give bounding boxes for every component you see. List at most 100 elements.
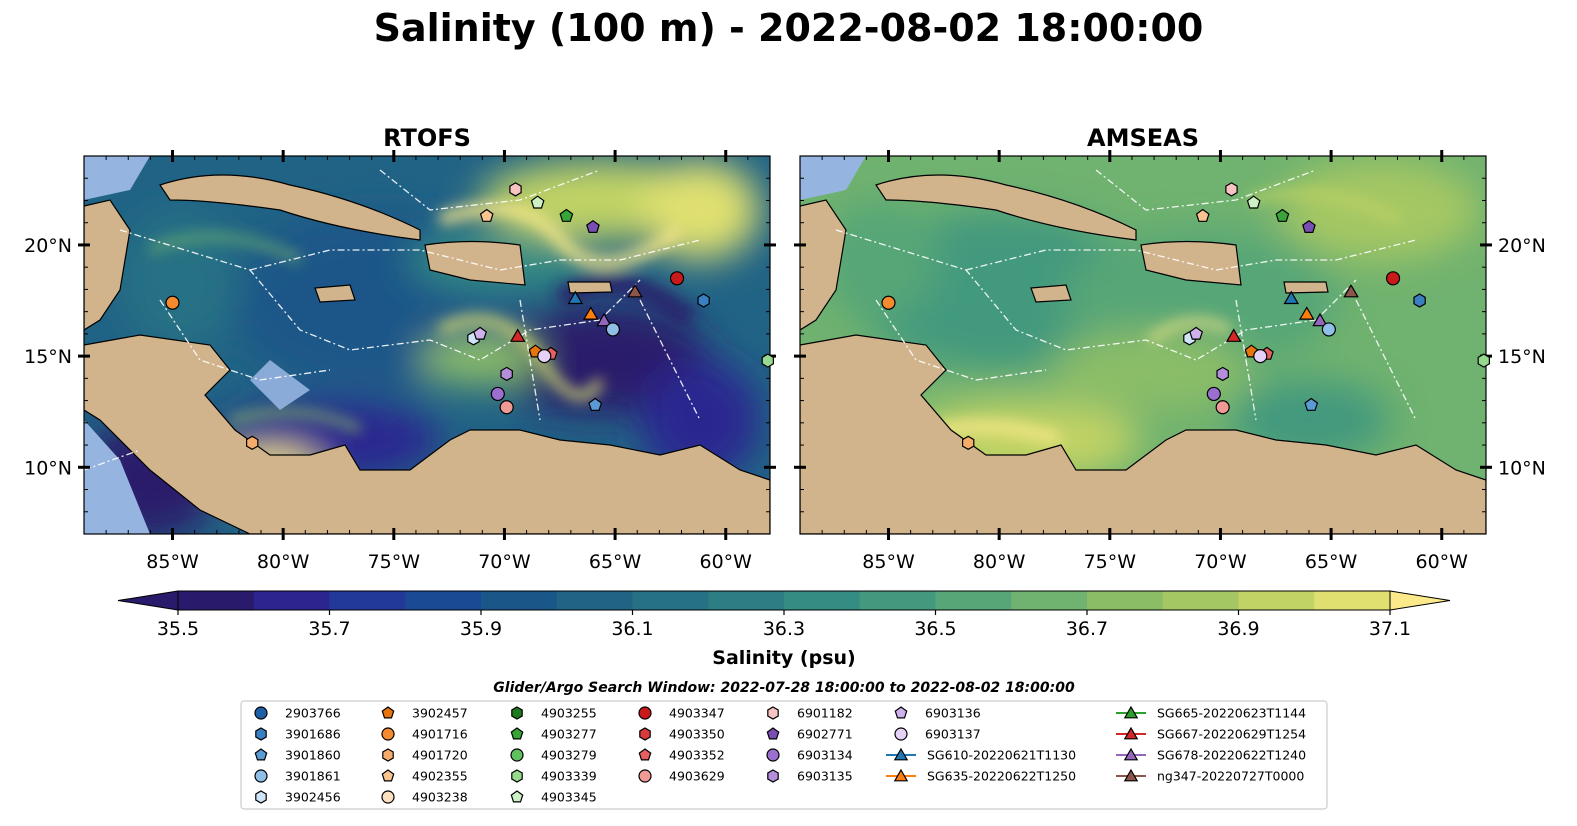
legend-item: 6903134 — [766, 748, 853, 763]
colorbar-bin — [253, 591, 330, 610]
legend-label: SG665-20220623T1144 — [1157, 706, 1306, 721]
legend-item: ng347-20220727T0000 — [1116, 769, 1304, 784]
legend-marker — [638, 769, 652, 783]
x-tick-label: 85°W — [146, 551, 199, 573]
y-tick-label: 15°N — [1498, 346, 1546, 368]
observation-marker — [1413, 293, 1426, 308]
colorbar: 35.5 35.7 35.9 36.1 36.3 36.5 36.7 36.9 37.1 — [117, 590, 1451, 640]
observation-marker — [1253, 349, 1268, 364]
legend-label: 4903350 — [669, 727, 725, 742]
legend-marker — [254, 769, 268, 783]
legend-item: 4903238 — [381, 790, 468, 805]
legend-marker — [638, 748, 652, 761]
observation-marker — [559, 208, 574, 222]
colorbar-bin — [1238, 591, 1315, 610]
legend-marker — [381, 769, 395, 782]
legend-marker — [1123, 768, 1139, 782]
observation-marker — [1246, 195, 1261, 209]
legend-marker — [1123, 747, 1139, 761]
legend-item: 4903345 — [510, 790, 597, 805]
observation-marker — [1216, 366, 1229, 382]
observation-marker — [500, 366, 513, 382]
legend-item: 4903352 — [638, 748, 725, 763]
observation-marker — [1321, 322, 1336, 337]
legend-label: 3902457 — [412, 706, 468, 721]
rtofs-observations — [165, 182, 775, 450]
amseas-salinity-field — [800, 156, 1486, 534]
rtofs-axis-ticks: 85°W 80°W 75°W 70°W 65°W 60°W 20°N 15°N 10°N — [24, 150, 776, 573]
observation-marker — [490, 386, 505, 402]
legend-label: 4903279 — [541, 748, 597, 763]
legend-marker — [894, 706, 908, 719]
observation-marker — [586, 219, 600, 233]
legend-marker — [510, 727, 524, 740]
legend-marker — [766, 727, 780, 740]
legend-item: 4903629 — [638, 769, 725, 784]
legend-marker — [638, 706, 652, 720]
colorbar-extend-high — [1389, 590, 1451, 611]
legend-marker — [893, 747, 909, 761]
legend-label: 6901182 — [797, 706, 853, 721]
legend-label: 2903766 — [285, 706, 341, 721]
colorbar-tick-label: 36.9 — [1217, 618, 1259, 640]
observation-marker — [582, 306, 599, 320]
y-tick-label: 10°N — [24, 457, 72, 479]
legend-item: 3902457 — [381, 706, 468, 721]
colorbar-tick-label: 37.1 — [1369, 618, 1411, 640]
observation-marker — [961, 435, 975, 450]
observation-marker — [627, 283, 643, 298]
legend-label: 4902355 — [412, 769, 468, 784]
colorbar-bin — [708, 591, 785, 610]
colorbar-label: Salinity (psu) — [712, 647, 855, 669]
legend-label: 6902771 — [797, 727, 853, 742]
legend-item: SG667-20220629T1254 — [1116, 727, 1306, 742]
legend-label: 6903134 — [797, 748, 853, 763]
legend-title: Glider/Argo Search Window: 2022-07-28 18… — [493, 680, 1075, 696]
x-tick-label: 60°W — [1416, 551, 1469, 573]
legend-marker — [639, 727, 651, 741]
observation-marker — [881, 295, 896, 310]
legend-label: SG667-20220629T1254 — [1157, 727, 1306, 742]
legend-item: 6903137 — [894, 727, 981, 742]
observation-marker — [530, 195, 545, 209]
observation-marker — [1385, 271, 1401, 286]
y-tick-label: 10°N — [1498, 457, 1546, 479]
legend-item: 3902456 — [255, 790, 341, 805]
colorbar-extend-low — [117, 590, 179, 611]
colorbar-bin — [935, 591, 1012, 610]
amseas-frame — [799, 155, 1487, 535]
observation-marker — [1215, 400, 1230, 415]
legend-item: 6903136 — [894, 706, 981, 721]
legend-marker — [255, 727, 267, 741]
legend-item: 6903135 — [767, 769, 853, 784]
page-title: Salinity (100 m) - 2022-08-02 18:00:00 — [373, 6, 1204, 50]
legend-label: 3902456 — [285, 790, 341, 805]
legend-marker — [893, 768, 909, 782]
legend-label: 4903347 — [669, 706, 725, 721]
legend-marker — [767, 706, 779, 720]
legend-box — [240, 700, 1328, 810]
legend-item: 3901861 — [254, 769, 341, 784]
legend-label: 4903339 — [541, 769, 597, 784]
observation-marker — [1195, 208, 1210, 222]
colorbar-bin — [481, 591, 558, 610]
rtofs-frame — [83, 155, 771, 535]
observation-marker — [246, 435, 259, 450]
rtofs-panel: RTOFS — [24, 124, 776, 573]
amseas-panel: AMSEAS — [794, 124, 1546, 573]
observation-marker — [499, 400, 514, 415]
legend-marker — [767, 769, 779, 783]
observation-marker — [761, 353, 775, 368]
y-tick-label: 20°N — [24, 235, 72, 257]
colorbar-bin — [405, 591, 482, 610]
observation-marker — [1304, 397, 1319, 411]
legend-marker — [382, 748, 394, 762]
x-tick-label: 75°W — [368, 551, 421, 573]
legend-label: SG678-20220622T1240 — [1157, 748, 1306, 763]
observation-marker — [1225, 328, 1242, 342]
legend-marker — [255, 790, 267, 804]
colorbar-bin — [178, 591, 255, 610]
legend-label: 4903238 — [412, 790, 468, 805]
legend-label: 4901720 — [412, 748, 468, 763]
